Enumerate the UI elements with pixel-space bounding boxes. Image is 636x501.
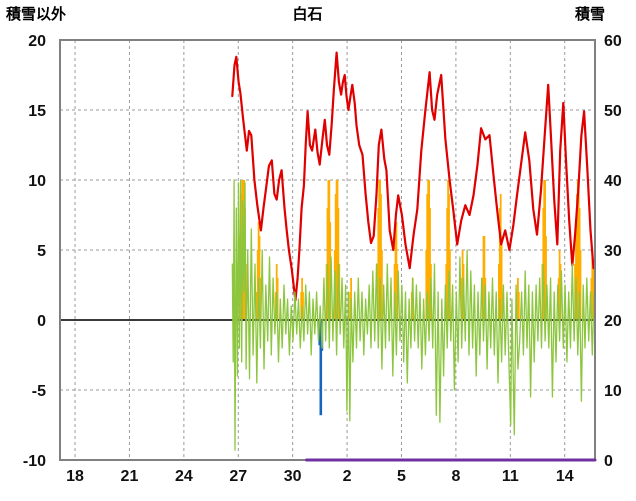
right-axis-tick-label: 0 — [604, 453, 613, 470]
right-axis-title: 積雪 — [575, 6, 606, 23]
right-axis-tick-label: 60 — [604, 33, 622, 50]
x-axis-tick-label: 18 — [66, 468, 84, 485]
left-axis-title: 積雪以外 — [6, 6, 67, 23]
right-axis-tick-label: 30 — [604, 243, 622, 260]
left-axis-tick-label: 0 — [37, 313, 46, 330]
left-axis-tick-label: 15 — [28, 103, 46, 120]
right-axis-tick-label: 20 — [604, 313, 622, 330]
x-axis-tick-label: 8 — [451, 468, 460, 485]
orange-bars — [577, 180, 580, 320]
left-axis-tick-label: 10 — [28, 173, 46, 190]
orange-bars — [300, 292, 303, 320]
x-axis-tick-label: 30 — [284, 468, 302, 485]
orange-bars — [460, 278, 463, 320]
orange-bars — [446, 208, 449, 320]
orange-bars — [592, 264, 595, 320]
orange-bars — [259, 278, 262, 320]
orange-bars — [302, 292, 304, 320]
orange-bars — [276, 278, 279, 320]
green-line — [231, 179, 595, 451]
orange-bars — [256, 250, 259, 320]
orange-bars — [427, 180, 430, 320]
orange-bars — [334, 194, 337, 320]
orange-bars — [543, 180, 546, 320]
orange-bars — [381, 250, 383, 320]
chart-title: 白石 — [292, 6, 323, 23]
x-axis-tick-label: 5 — [397, 468, 406, 485]
orange-bars — [517, 292, 520, 320]
orange-bars — [545, 236, 547, 320]
left-axis-tick-label: -5 — [32, 383, 46, 400]
right-axis-tick-label: 50 — [604, 103, 622, 120]
blue-bars — [319, 320, 323, 416]
orange-bars — [579, 250, 582, 320]
red-line — [231, 51, 595, 302]
orange-bars — [426, 194, 429, 320]
right-axis-tick-label: 10 — [604, 383, 622, 400]
x-axis-tick-label: 21 — [121, 468, 139, 485]
orange-bars — [378, 180, 381, 320]
left-axis-tick-label: 5 — [37, 243, 46, 260]
orange-bars — [499, 194, 502, 320]
x-axis-tick-label: 24 — [175, 468, 193, 485]
orange-bars — [500, 236, 503, 320]
x-axis-tick-label: 2 — [343, 468, 352, 485]
x-axis-tick-label: 27 — [229, 468, 247, 485]
orange-bars — [349, 292, 352, 320]
left-axis-tick-label: 20 — [28, 33, 46, 50]
left-axis-tick-label: -10 — [23, 453, 46, 470]
x-axis-tick-label: 11 — [502, 468, 519, 485]
right-axis-tick-label: 40 — [604, 173, 622, 190]
x-axis-tick-label: 14 — [556, 468, 574, 485]
